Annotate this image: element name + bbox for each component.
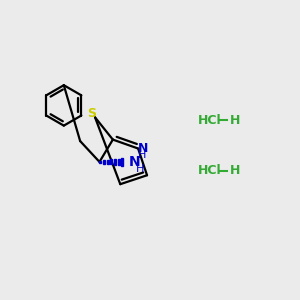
Polygon shape [110, 159, 112, 164]
Text: N: N [138, 142, 148, 155]
Text: H: H [230, 164, 240, 177]
Polygon shape [100, 161, 101, 163]
Polygon shape [114, 159, 116, 165]
Text: HCl: HCl [198, 114, 221, 127]
Polygon shape [121, 158, 123, 166]
Text: H: H [137, 150, 146, 160]
Text: H: H [230, 114, 240, 127]
Text: H: H [135, 164, 144, 174]
Text: HCl: HCl [198, 164, 221, 177]
Polygon shape [118, 159, 119, 165]
Text: N: N [128, 155, 140, 169]
Polygon shape [107, 160, 109, 164]
Polygon shape [103, 160, 105, 164]
Text: S: S [88, 107, 97, 120]
